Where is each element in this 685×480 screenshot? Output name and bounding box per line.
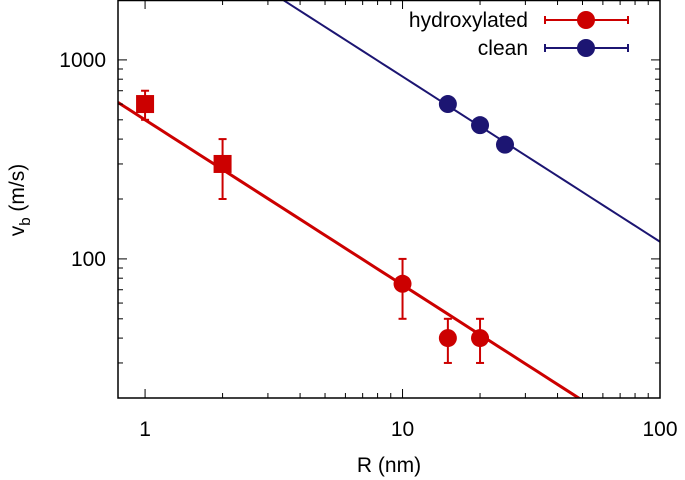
legend-label: hydroxylated (409, 9, 528, 32)
axis-ticks: 1 10 100 100 1000 (59, 0, 678, 441)
legend-marker (577, 11, 595, 29)
legend-label: clean (478, 37, 528, 60)
data-point-circle (438, 95, 457, 114)
data-point-square (213, 154, 232, 173)
y-tick-label: 1000 (59, 49, 106, 72)
x-tick-label: 10 (391, 418, 414, 441)
y-axis-label: vb (m/s) (6, 164, 34, 237)
x-tick-label: 100 (642, 418, 677, 441)
data-point-circle (495, 135, 514, 154)
data-point-circle (438, 329, 457, 348)
data-point-circle (471, 329, 490, 348)
data-point-square (136, 95, 155, 114)
legend: hydroxylated clean (409, 9, 629, 60)
series-hydroxylated (118, 89, 582, 398)
series-clean (281, 0, 660, 243)
legend-marker (577, 39, 595, 57)
y-tick-label: 100 (71, 248, 106, 271)
plot-frame (117, 0, 661, 399)
x-tick-label: 1 (139, 418, 151, 441)
x-axis-label: R (nm) (357, 454, 421, 477)
data-point-circle (471, 116, 490, 135)
fit-line-clean (281, 0, 660, 243)
data-point-circle (393, 274, 412, 293)
fit-line-hydroxylated (118, 101, 582, 398)
plot-marks (118, 0, 660, 398)
